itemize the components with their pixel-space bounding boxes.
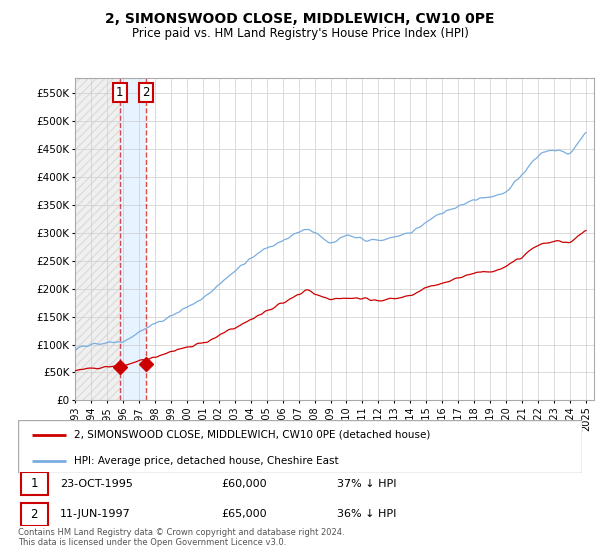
Text: 37% ↓ HPI: 37% ↓ HPI [337, 479, 396, 488]
Text: 1: 1 [31, 477, 38, 490]
Text: £65,000: £65,000 [221, 510, 266, 519]
Text: 11-JUN-1997: 11-JUN-1997 [60, 510, 131, 519]
Text: 2, SIMONSWOOD CLOSE, MIDDLEWICH, CW10 0PE: 2, SIMONSWOOD CLOSE, MIDDLEWICH, CW10 0P… [105, 12, 495, 26]
Text: Contains HM Land Registry data © Crown copyright and database right 2024.
This d: Contains HM Land Registry data © Crown c… [18, 528, 344, 547]
Bar [120, 78, 146, 400]
Text: 36% ↓ HPI: 36% ↓ HPI [337, 510, 396, 519]
Text: HPI: Average price, detached house, Cheshire East: HPI: Average price, detached house, Ches… [74, 456, 339, 466]
Text: 2, SIMONSWOOD CLOSE, MIDDLEWICH, CW10 0PE (detached house): 2, SIMONSWOOD CLOSE, MIDDLEWICH, CW10 0P… [74, 430, 431, 440]
FancyBboxPatch shape [21, 472, 48, 495]
Text: 2: 2 [142, 86, 149, 100]
Text: 1: 1 [116, 86, 124, 100]
Text: Price paid vs. HM Land Registry's House Price Index (HPI): Price paid vs. HM Land Registry's House … [131, 27, 469, 40]
Bar [75, 78, 120, 400]
Text: £60,000: £60,000 [221, 479, 266, 488]
FancyBboxPatch shape [21, 503, 48, 526]
FancyBboxPatch shape [18, 420, 582, 473]
Text: 2: 2 [31, 508, 38, 521]
Text: 23-OCT-1995: 23-OCT-1995 [60, 479, 133, 488]
